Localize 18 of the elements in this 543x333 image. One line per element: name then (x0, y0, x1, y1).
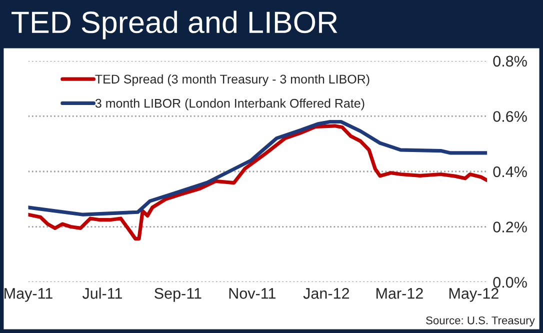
x-tick-label: Jan-12 (303, 288, 350, 299)
x-tick-label: Nov-11 (229, 288, 276, 299)
x-tick-label: Mar-12 (376, 288, 423, 299)
line-series (28, 120, 488, 216)
legend-label: 3 month LIBOR (London Interbank Offered Rate) (95, 98, 364, 110)
y-tick-label: 0.8% (493, 56, 527, 67)
y-tick-label: 0.0% (493, 276, 527, 288)
x-tick-label: May-11 (4, 288, 52, 302)
y-tick-label: 0.2% (493, 222, 527, 232)
x-tick-label: Sep-11 (154, 288, 202, 302)
x-tick-label: Jul-11 (82, 288, 122, 299)
y-tick-label: 0.6% (493, 111, 527, 122)
source-note: Source: U.S. Treasury (426, 316, 535, 327)
chart-title: TED Spread and LIBOR (12, 10, 338, 40)
line-series (28, 124, 488, 240)
legend-label: TED Spread (3 month Treasury - 3 month LIBOR) (95, 74, 370, 86)
y-tick-label: 0.4% (493, 166, 527, 178)
x-tick-label: May-12 (449, 288, 498, 302)
